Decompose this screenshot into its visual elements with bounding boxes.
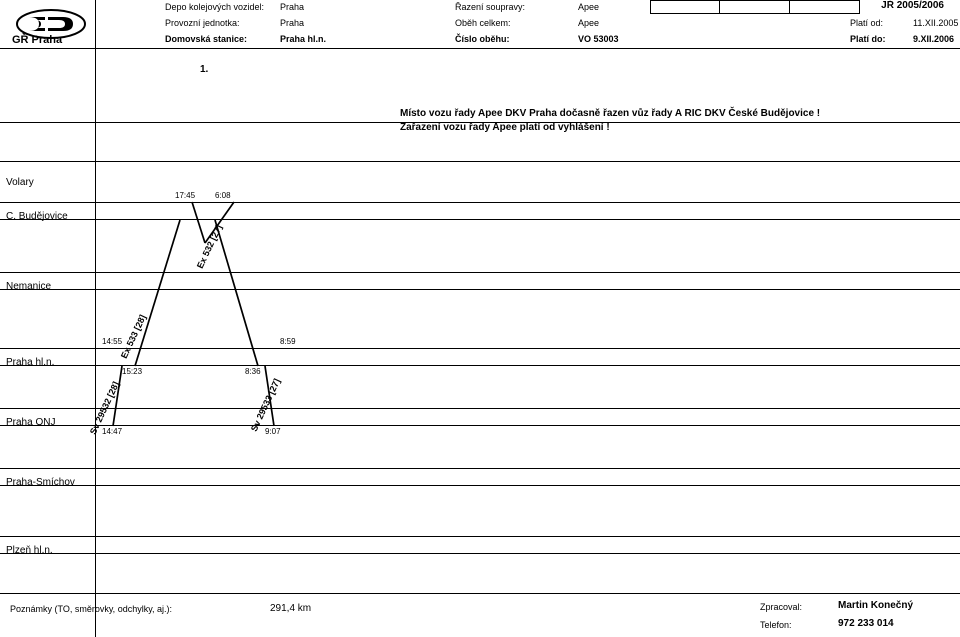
hdr-label: Domovská stanice: <box>165 34 247 44</box>
footer: Poznámky (TO, směrovky, odchylky, aj.): … <box>0 593 960 637</box>
hdr-value: Praha <box>280 18 304 28</box>
hdr-value: Praha <box>280 2 304 12</box>
station-row: Plzeň hl.n. <box>0 536 960 554</box>
time-label: 8:36 <box>245 367 261 376</box>
hdr-value: 9.XII.2006 <box>913 34 954 44</box>
footer-processed-label: Zpracoval: <box>760 602 802 612</box>
hdr-value: Apee <box>578 18 599 28</box>
hdr-value: VO 53003 <box>578 34 619 44</box>
station-row: Nemanice <box>0 272 960 290</box>
footer-tel-value: 972 233 014 <box>838 618 894 629</box>
station-name: Praha-Smíchov <box>6 477 75 488</box>
hdr-label: Číslo oběhu: <box>455 34 510 44</box>
time-label: 15:23 <box>122 367 142 376</box>
footer-tel-label: Telefon: <box>760 620 792 630</box>
hdr-label: Oběh celkem: <box>455 18 511 28</box>
time-label: 14:55 <box>102 337 122 346</box>
station-name: C. Budějovice <box>6 211 68 222</box>
hdr-label: Platí do: <box>850 34 886 44</box>
header-grid: JŘ 2005/2006 Depo kolejových vozidel: Pr… <box>95 0 960 48</box>
station-name: Praha ONJ <box>6 417 55 428</box>
hdr-label: Platí od: <box>850 18 883 28</box>
station-row: C. Budějovice <box>0 202 960 220</box>
time-label: 8:59 <box>280 337 296 346</box>
station-row: Praha ONJ <box>0 408 960 426</box>
time-label: 6:08 <box>215 191 231 200</box>
station-row: Volary <box>0 122 960 162</box>
station-row: Praha-Smíchov <box>0 468 960 486</box>
hdr-value: Praha hl.n. <box>280 34 326 44</box>
time-label: 14:47 <box>102 427 122 436</box>
station-name: Praha hl.n. <box>6 357 54 368</box>
note-line: Místo vozu řady Apee DKV Praha dočasně ř… <box>400 108 820 119</box>
station-name: Nemanice <box>6 281 51 292</box>
time-label: 9:07 <box>265 427 281 436</box>
header: JŘ 2005/2006 Depo kolejových vozidel: Pr… <box>0 0 960 48</box>
train-label: Ex 532 [27] <box>195 223 224 270</box>
hdr-label: Depo kolejových vozidel: <box>165 2 264 12</box>
footer-notes-label: Poznámky (TO, směrovky, odchylky, aj.): <box>10 604 172 614</box>
station-name: Volary <box>6 177 34 188</box>
hdr-label: Provozní jednotka: <box>165 18 240 28</box>
footer-km: 291,4 km <box>270 603 311 614</box>
station-row: Praha hl.n. <box>0 348 960 366</box>
org-label: GŘ Praha <box>12 34 62 46</box>
day-number: 1. <box>200 64 208 75</box>
diagram-area: 1. Místo vozu řady Apee DKV Praha dočasn… <box>0 48 960 593</box>
footer-processed-value: Martin Konečný <box>838 600 913 611</box>
hdr-value: Apee <box>578 2 599 12</box>
station-name: Plzeň hl.n. <box>6 545 53 556</box>
time-label: 17:45 <box>175 191 195 200</box>
hdr-label: Řazení soupravy: <box>455 2 525 12</box>
hdr-value: 11.XII.2005 <box>913 18 958 28</box>
